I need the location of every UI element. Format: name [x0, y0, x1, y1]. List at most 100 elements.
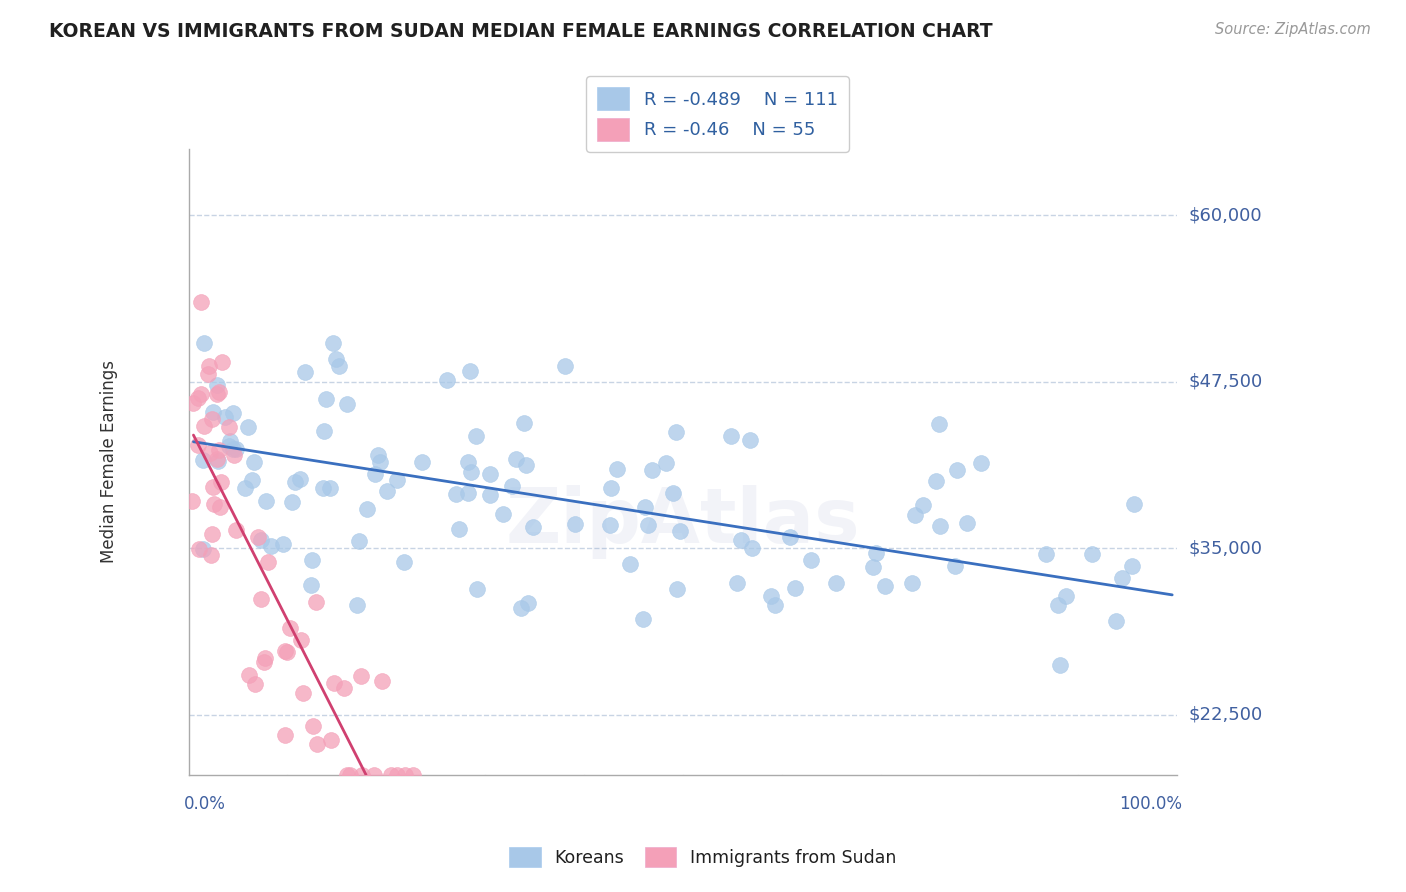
- Point: [356, 502, 378, 516]
- Point: [924, 474, 946, 488]
- Point: [273, 536, 295, 550]
- Point: [207, 451, 229, 466]
- Point: [225, 524, 247, 538]
- Point: [191, 452, 214, 467]
- Point: [457, 455, 479, 469]
- Point: [247, 530, 270, 544]
- Text: Median Female Earnings: Median Female Earnings: [100, 360, 118, 563]
- Point: [606, 462, 628, 476]
- Point: [281, 495, 304, 509]
- Point: [273, 644, 295, 658]
- Point: [201, 527, 224, 541]
- Point: [197, 359, 219, 374]
- Point: [314, 424, 336, 438]
- Point: [305, 737, 328, 751]
- Point: [363, 767, 385, 781]
- Legend: Koreans, Immigrants from Sudan: Koreans, Immigrants from Sudan: [502, 840, 904, 874]
- Point: [385, 767, 408, 781]
- Point: [449, 522, 471, 536]
- Point: [321, 732, 343, 747]
- Point: [368, 455, 391, 469]
- Point: [222, 448, 245, 462]
- Point: [332, 681, 354, 695]
- Text: $60,000: $60,000: [1189, 206, 1263, 225]
- Point: [1081, 547, 1104, 561]
- Point: [725, 576, 748, 591]
- Point: [181, 396, 204, 410]
- Point: [188, 541, 211, 556]
- Point: [800, 552, 823, 566]
- Point: [291, 686, 314, 700]
- Point: [515, 458, 537, 472]
- Point: [346, 598, 368, 612]
- Point: [599, 517, 621, 532]
- Point: [315, 392, 337, 406]
- Point: [207, 386, 229, 401]
- Point: [634, 500, 657, 514]
- Point: [325, 351, 347, 366]
- Point: [501, 479, 523, 493]
- Point: [222, 442, 245, 456]
- Point: [600, 481, 623, 495]
- Point: [209, 475, 232, 490]
- Point: [256, 555, 278, 569]
- Point: [394, 767, 416, 781]
- Point: [284, 475, 307, 489]
- Point: [312, 481, 335, 495]
- Point: [299, 577, 322, 591]
- Point: [252, 656, 274, 670]
- Point: [328, 359, 350, 374]
- Point: [254, 494, 277, 508]
- Point: [666, 582, 689, 596]
- Text: 0.0%: 0.0%: [184, 795, 225, 813]
- Point: [278, 621, 301, 635]
- Point: [492, 507, 515, 521]
- Point: [444, 487, 467, 501]
- Point: [302, 719, 325, 733]
- Point: [505, 452, 527, 467]
- Point: [235, 481, 257, 495]
- Point: [865, 546, 887, 560]
- Point: [254, 651, 277, 665]
- Text: ZipAtlas: ZipAtlas: [506, 484, 860, 558]
- Point: [211, 355, 233, 369]
- Point: [1121, 558, 1143, 573]
- Point: [664, 425, 686, 439]
- Point: [901, 576, 924, 591]
- Point: [522, 520, 544, 534]
- Point: [904, 508, 927, 523]
- Point: [1122, 497, 1144, 511]
- Point: [200, 549, 222, 563]
- Point: [193, 418, 215, 433]
- Point: [655, 456, 678, 470]
- Point: [730, 533, 752, 547]
- Point: [464, 429, 486, 443]
- Point: [641, 463, 664, 477]
- Point: [564, 517, 586, 532]
- Point: [225, 442, 247, 456]
- Point: [181, 493, 204, 508]
- Point: [339, 767, 361, 781]
- Point: [785, 582, 807, 596]
- Point: [375, 484, 398, 499]
- Point: [193, 542, 215, 557]
- Point: [943, 559, 966, 574]
- Point: [350, 669, 373, 683]
- Point: [394, 554, 416, 568]
- Text: Source: ZipAtlas.com: Source: ZipAtlas.com: [1215, 22, 1371, 37]
- Text: 100.0%: 100.0%: [1119, 795, 1182, 813]
- Text: KOREAN VS IMMIGRANTS FROM SUDAN MEDIAN FEMALE EARNINGS CORRELATION CHART: KOREAN VS IMMIGRANTS FROM SUDAN MEDIAN F…: [49, 22, 993, 41]
- Point: [661, 485, 683, 500]
- Point: [619, 558, 641, 572]
- Point: [301, 553, 323, 567]
- Point: [970, 456, 993, 470]
- Point: [250, 533, 273, 548]
- Point: [197, 367, 219, 381]
- Point: [347, 533, 370, 548]
- Point: [193, 335, 215, 350]
- Point: [779, 529, 801, 543]
- Point: [190, 386, 212, 401]
- Point: [336, 397, 359, 411]
- Point: [825, 576, 848, 591]
- Point: [350, 767, 373, 781]
